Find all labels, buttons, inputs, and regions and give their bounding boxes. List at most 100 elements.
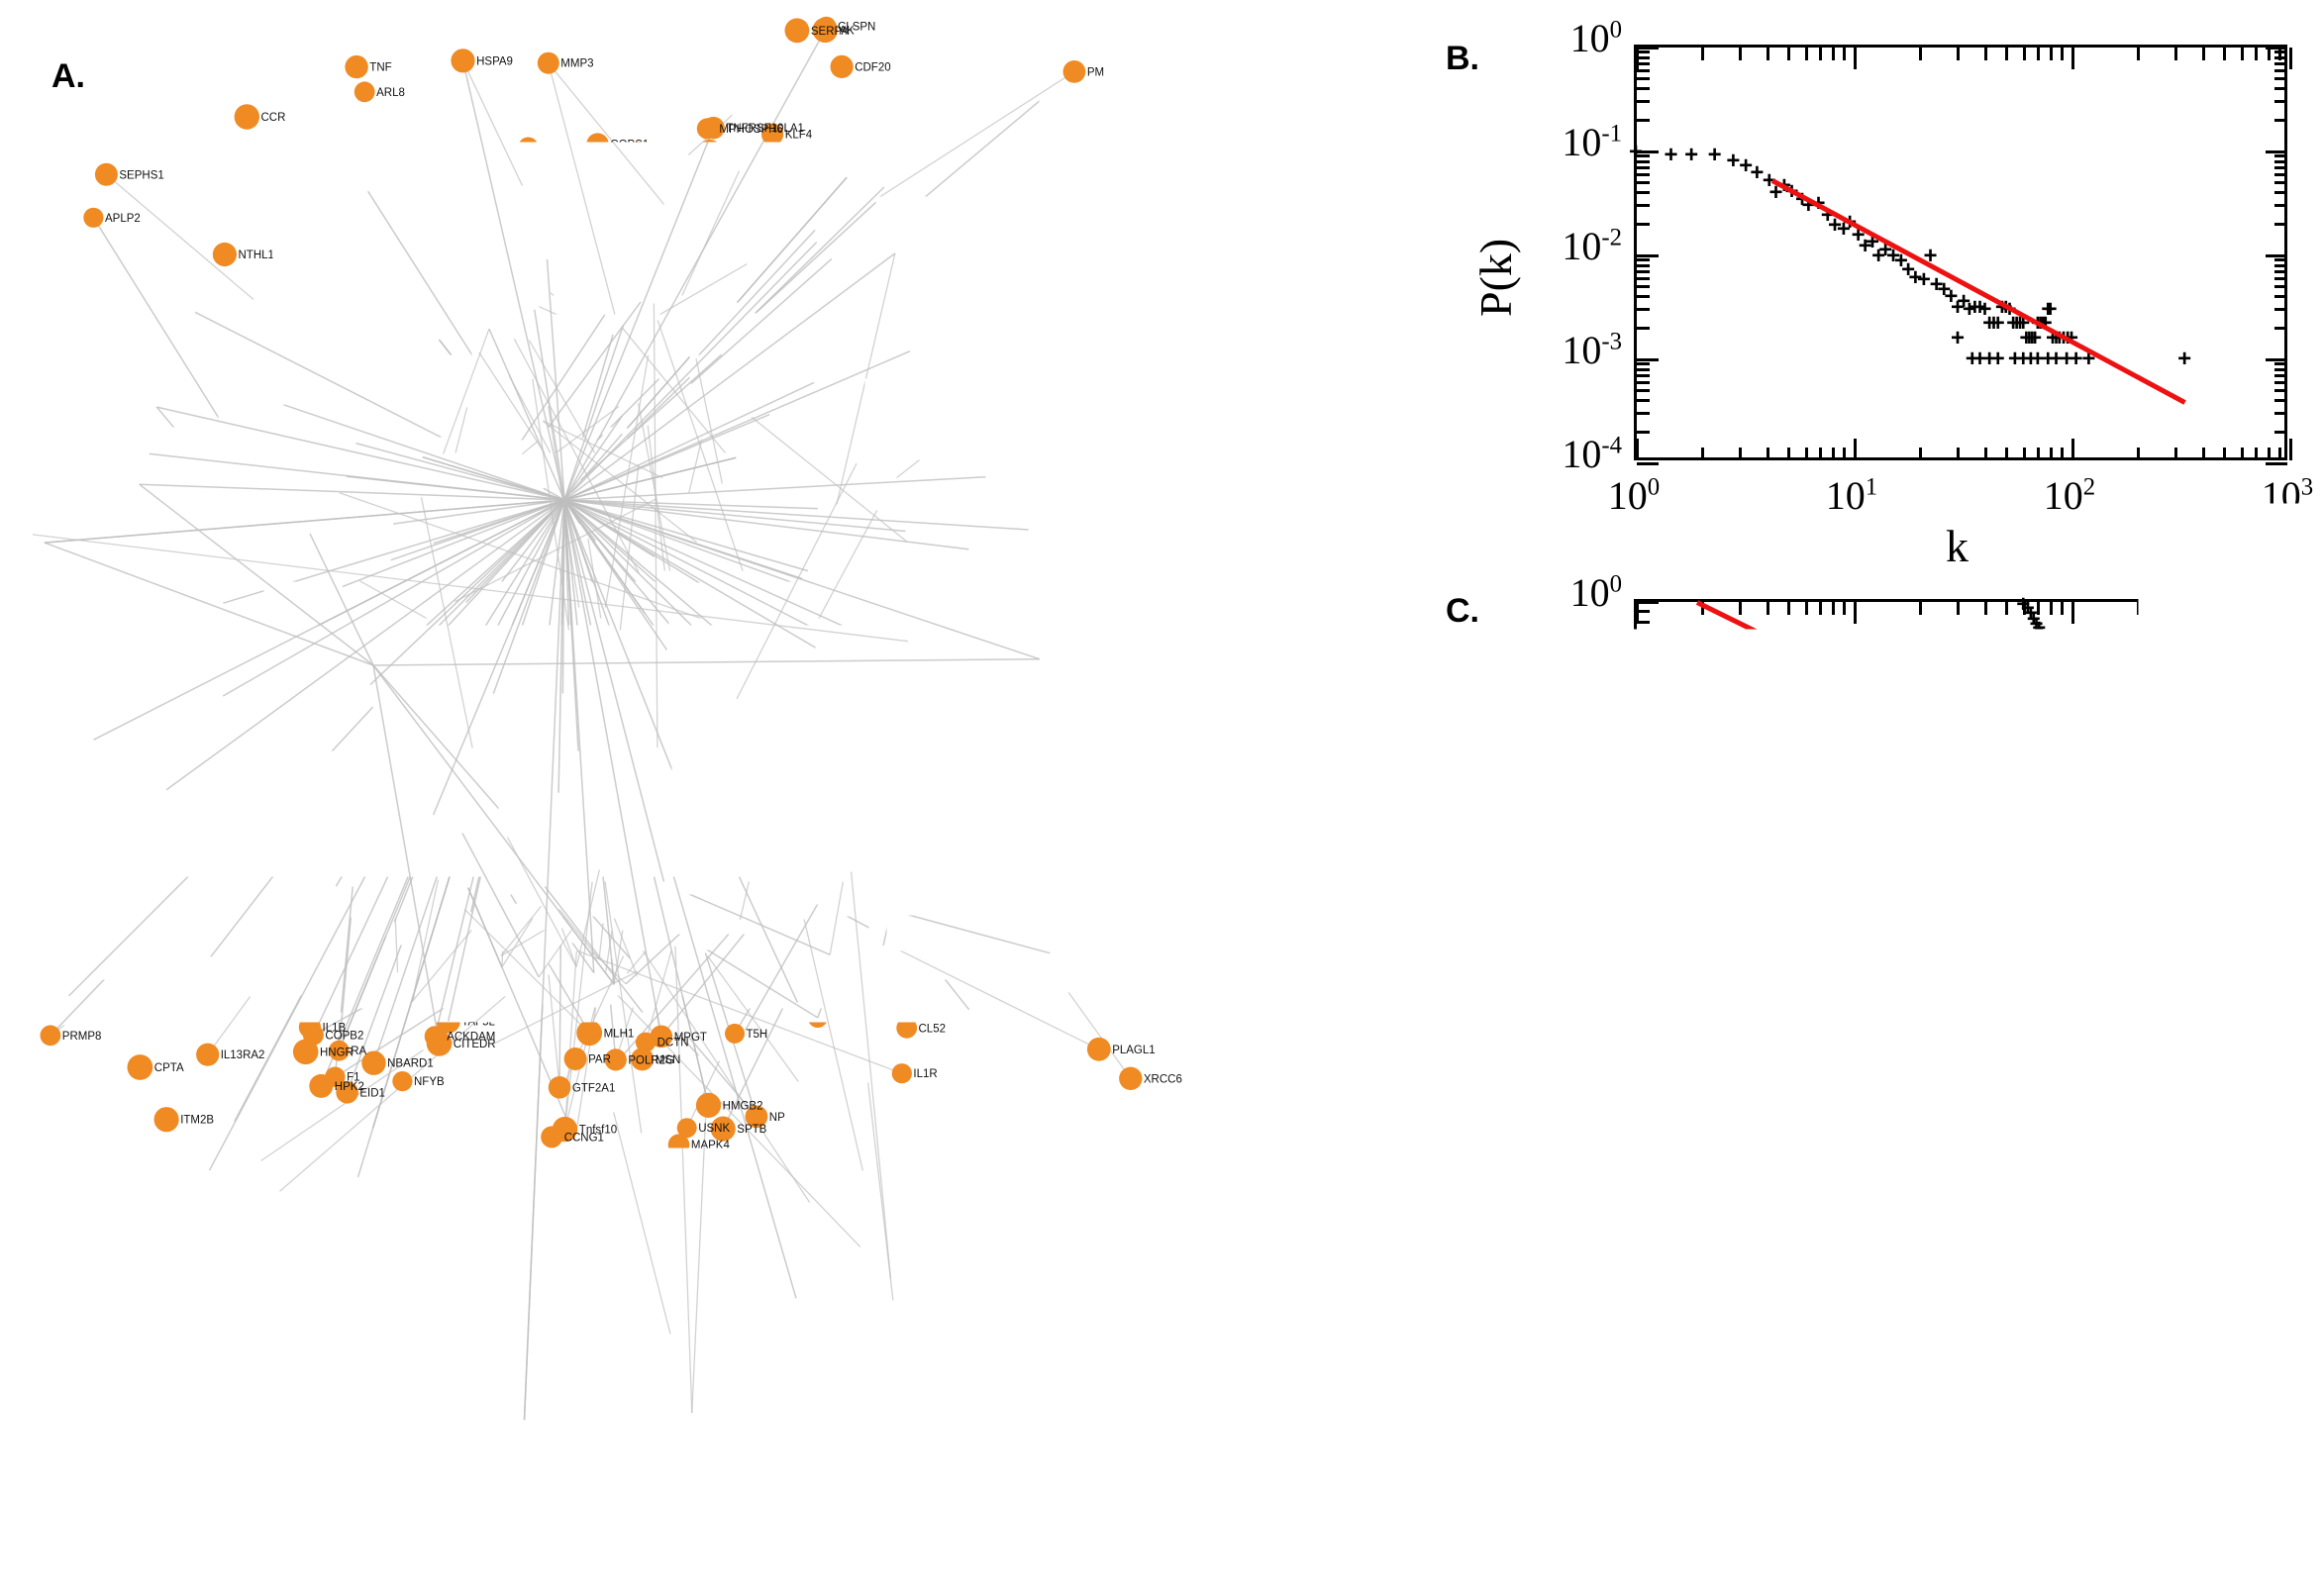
network-node[interactable]: [490, 955, 515, 980]
network-node[interactable]: [577, 878, 599, 900]
network-node[interactable]: [1043, 404, 1067, 429]
network-node[interactable]: [1004, 347, 1028, 370]
network-node[interactable]: [657, 1321, 683, 1347]
network-node[interactable]: [297, 599, 318, 620]
network-node[interactable]: [279, 747, 304, 771]
network-node[interactable]: [555, 218, 575, 239]
network-node[interactable]: [1063, 60, 1086, 83]
network-node[interactable]: [748, 576, 768, 597]
network-node[interactable]: [239, 578, 260, 600]
network-node[interactable]: [916, 415, 939, 438]
network-node[interactable]: [293, 1040, 319, 1065]
network-node[interactable]: [646, 488, 668, 511]
network-node[interactable]: [59, 986, 79, 1006]
network-node[interactable]: [808, 1008, 828, 1028]
network-node[interactable]: [329, 939, 352, 961]
network-node[interactable]: [479, 615, 504, 640]
network-node[interactable]: [668, 1134, 690, 1155]
network-node[interactable]: [519, 769, 542, 792]
network-node[interactable]: [973, 465, 998, 490]
network-node[interactable]: [590, 423, 615, 448]
network-node[interactable]: [1001, 486, 1026, 511]
network-node[interactable]: [880, 1315, 901, 1336]
network-node[interactable]: [1102, 476, 1123, 497]
network-node[interactable]: [234, 900, 256, 923]
network-node[interactable]: [238, 831, 259, 852]
network-node[interactable]: [467, 475, 490, 498]
network-node[interactable]: [549, 1076, 571, 1099]
network-node[interactable]: [793, 153, 818, 178]
network-node[interactable]: [213, 243, 237, 266]
network-node[interactable]: [157, 674, 179, 696]
network-node[interactable]: [752, 613, 775, 637]
network-node[interactable]: [383, 911, 406, 934]
network-node[interactable]: [538, 52, 559, 74]
network-node[interactable]: [300, 524, 321, 545]
network-node[interactable]: [648, 738, 667, 757]
network-node[interactable]: [1048, 978, 1068, 999]
network-node[interactable]: [503, 1326, 524, 1347]
network-node[interactable]: [538, 396, 558, 417]
network-node[interactable]: [267, 1179, 291, 1203]
network-node[interactable]: [308, 694, 333, 719]
network-node[interactable]: [549, 948, 568, 967]
network-node[interactable]: [940, 813, 963, 837]
network-node[interactable]: [758, 778, 781, 801]
network-node[interactable]: [574, 347, 597, 369]
network-node[interactable]: [392, 1071, 412, 1091]
network-node[interactable]: [196, 1044, 219, 1066]
network-node[interactable]: [455, 303, 480, 328]
network-node[interactable]: [512, 1408, 537, 1433]
network-node[interactable]: [521, 870, 542, 891]
network-node[interactable]: [812, 329, 837, 353]
network-node[interactable]: [882, 241, 907, 265]
network-node[interactable]: [823, 298, 844, 319]
network-node[interactable]: [774, 205, 799, 230]
network-node[interactable]: [698, 952, 723, 977]
network-node[interactable]: [482, 1161, 505, 1184]
network-node[interactable]: [518, 138, 538, 157]
network-node[interactable]: [888, 1210, 910, 1232]
network-node[interactable]: [482, 571, 506, 595]
network-node[interactable]: [357, 181, 378, 202]
network-node[interactable]: [816, 987, 836, 1007]
network-node[interactable]: [129, 521, 149, 541]
network-node[interactable]: [845, 452, 867, 475]
network-node[interactable]: [439, 1319, 461, 1342]
network-node[interactable]: [235, 104, 259, 129]
network-node[interactable]: [696, 166, 719, 189]
network-node[interactable]: [138, 442, 162, 466]
network-node[interactable]: [264, 369, 286, 391]
network-node[interactable]: [937, 856, 960, 880]
network-node[interactable]: [128, 1054, 153, 1080]
network-node[interactable]: [881, 1288, 906, 1313]
network-node[interactable]: [564, 1047, 587, 1070]
network-node[interactable]: [668, 818, 693, 843]
network-node[interactable]: [404, 896, 426, 918]
network-node[interactable]: [154, 1107, 179, 1132]
network-node[interactable]: [789, 354, 815, 380]
network-node[interactable]: [184, 301, 207, 324]
network-node[interactable]: [895, 521, 915, 541]
network-node[interactable]: [523, 162, 548, 187]
network-node[interactable]: [282, 198, 302, 218]
network-node[interactable]: [279, 987, 300, 1008]
network-node[interactable]: [572, 833, 596, 856]
network-node[interactable]: [273, 395, 293, 415]
network-node[interactable]: [211, 591, 236, 616]
network-node[interactable]: [385, 960, 410, 985]
network-node[interactable]: [699, 140, 721, 161]
network-node[interactable]: [342, 258, 366, 283]
network-node[interactable]: [326, 876, 348, 898]
network-node[interactable]: [1039, 942, 1061, 964]
network-node[interactable]: [442, 705, 463, 727]
network-node[interactable]: [696, 1093, 721, 1118]
network-node[interactable]: [843, 643, 866, 666]
network-node[interactable]: [477, 848, 498, 869]
network-node[interactable]: [547, 989, 569, 1012]
network-node[interactable]: [346, 1165, 370, 1190]
network-node[interactable]: [230, 620, 250, 640]
network-node[interactable]: [118, 825, 143, 849]
network-node[interactable]: [630, 877, 652, 899]
network-node[interactable]: [774, 944, 798, 967]
